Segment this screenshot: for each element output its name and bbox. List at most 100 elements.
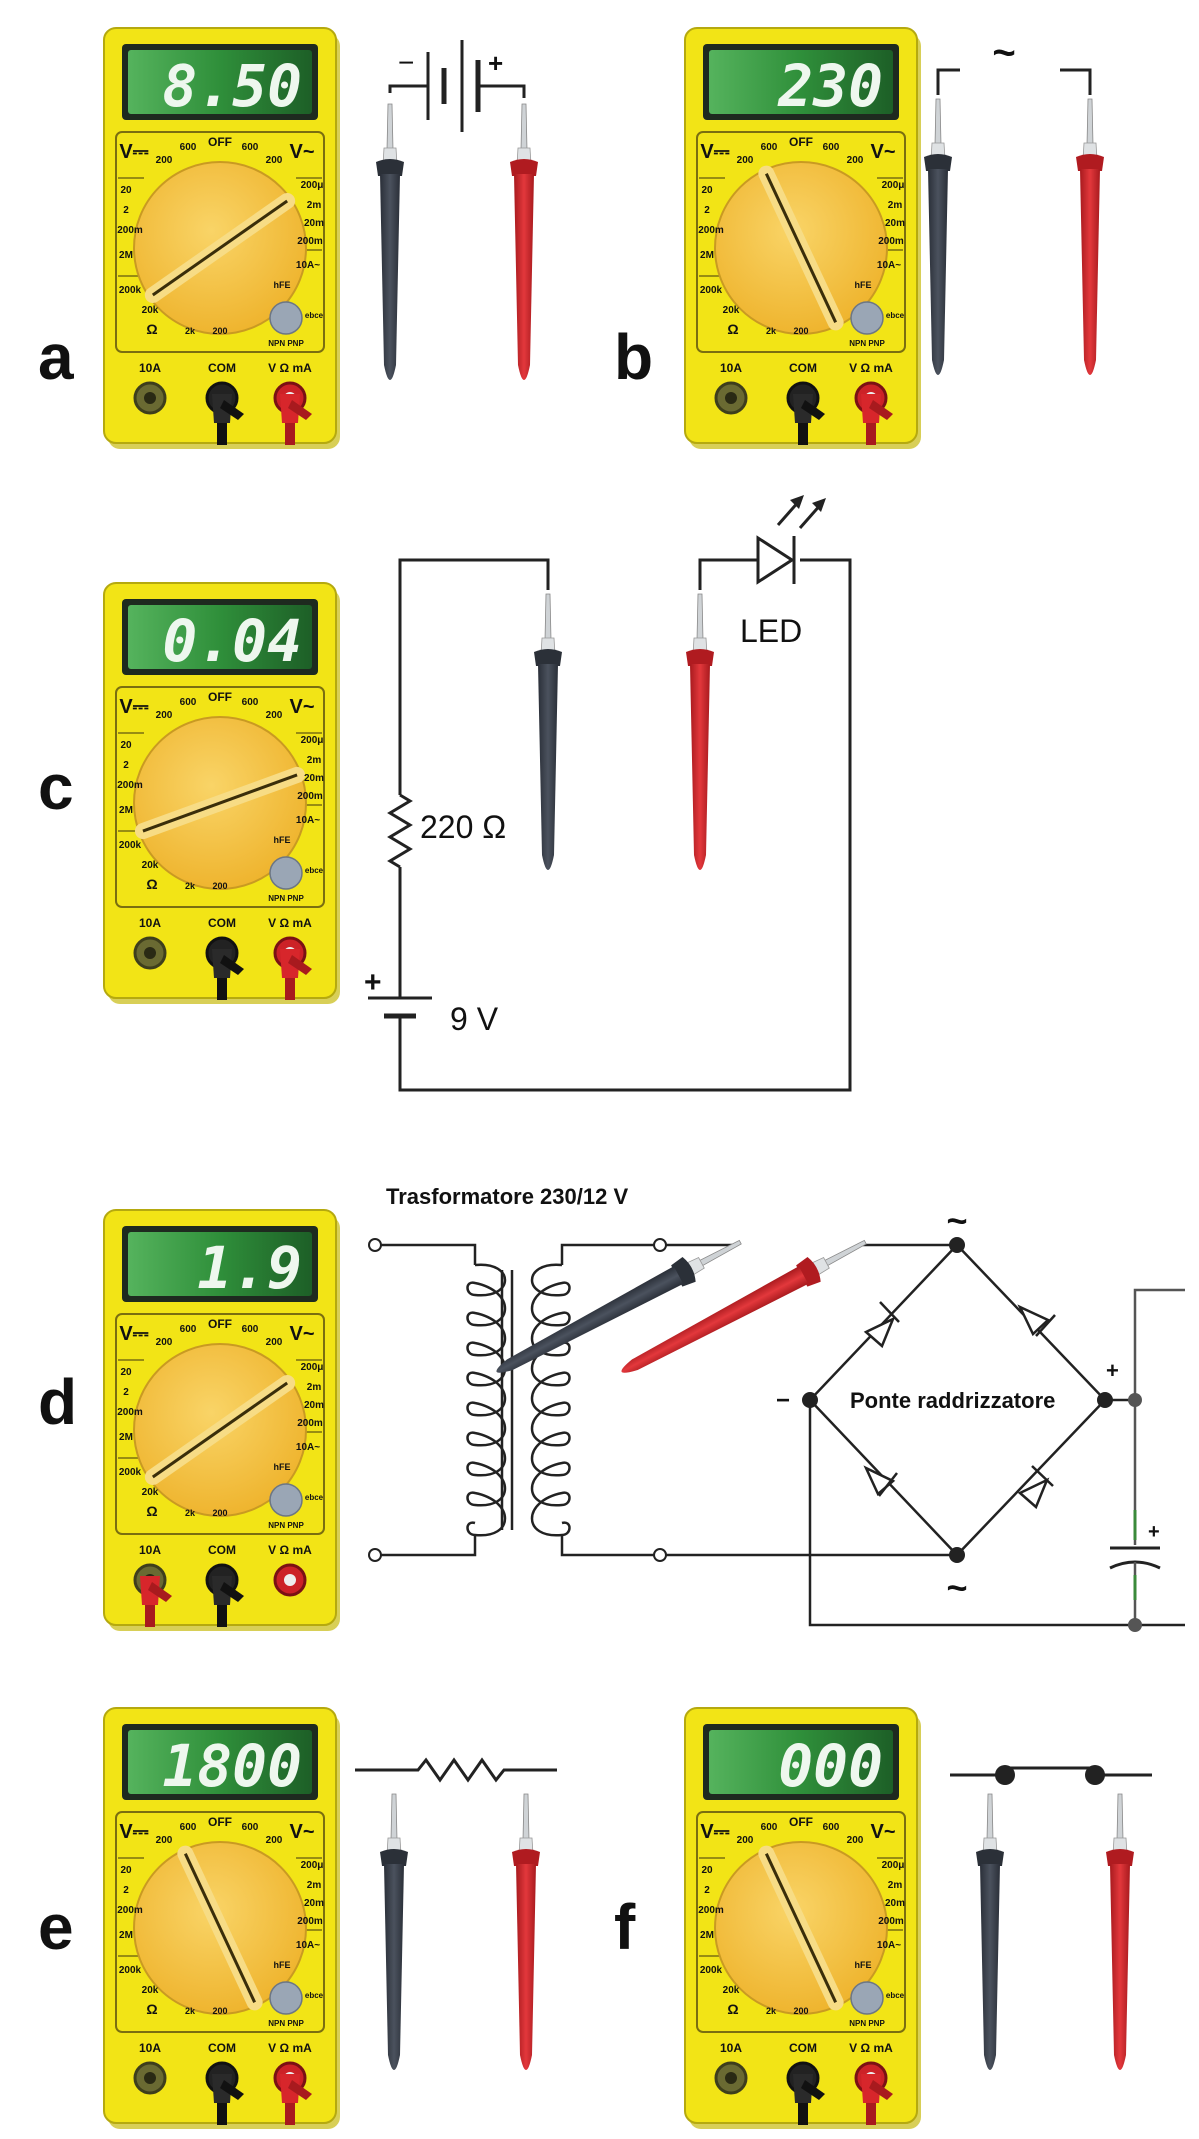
meter-label: 2 — [123, 205, 129, 216]
selector-frame — [696, 131, 906, 353]
meter-label: 2m — [307, 755, 322, 766]
battery-minus-label: − — [398, 47, 414, 78]
ohm-label: Ω — [727, 321, 738, 337]
diode — [863, 1465, 898, 1497]
meter-label: 200m — [698, 1905, 724, 1916]
meter-label: 20k — [142, 1985, 159, 1996]
meter-label: 200m — [117, 780, 143, 791]
primary-coil — [466, 1263, 507, 1537]
vdc-label: V⎓ — [119, 696, 148, 718]
lead-plug — [220, 2080, 244, 2100]
selector-frame — [696, 1811, 906, 2033]
hfe-socket[interactable] — [269, 1483, 303, 1517]
black-probe[interactable] — [379, 1793, 409, 2071]
meter-label: 200 — [266, 1337, 283, 1348]
black-probe[interactable] — [533, 593, 563, 871]
lcd-screen — [128, 50, 312, 114]
npn-pnp-label: NPN PNP — [268, 339, 304, 348]
black-probe[interactable] — [923, 98, 953, 376]
meter-label: 200m — [698, 225, 724, 236]
red-probe[interactable] — [511, 1793, 541, 2071]
hfe-socket[interactable] — [269, 856, 303, 890]
red-probe[interactable] — [1075, 98, 1105, 376]
panel-letter-d: d — [38, 1366, 78, 1438]
black-probe[interactable] — [489, 1229, 748, 1385]
meter-label: 2k — [766, 326, 777, 336]
ebce-label: ebce — [305, 311, 324, 320]
ebce-label: ebce — [886, 1991, 905, 2000]
meter-label: 2k — [185, 2006, 196, 2016]
meter-label: 200μ — [301, 1860, 324, 1871]
off-label: OFF — [208, 1317, 232, 1331]
diode — [1017, 1465, 1054, 1510]
jack-10a-label: 10A — [720, 361, 742, 375]
meter-label: 20m — [304, 218, 324, 229]
hfe-socket[interactable] — [850, 1981, 884, 2015]
vac-label: V~ — [870, 1821, 895, 1843]
battery-plus-label: + — [488, 48, 503, 78]
meter-label: 20 — [120, 185, 132, 196]
lead-plug — [288, 400, 312, 420]
meter-label: 20k — [723, 305, 740, 316]
meter-label: 10A~ — [296, 260, 320, 271]
hfe-socket[interactable] — [850, 301, 884, 335]
battery-lead-right — [478, 84, 526, 98]
wire — [398, 558, 852, 1092]
hfe-socket[interactable] — [269, 301, 303, 335]
node — [1128, 1618, 1142, 1632]
red-probe[interactable] — [509, 103, 539, 381]
bridge-minus-label: − — [776, 1387, 790, 1414]
hfe-socket[interactable] — [269, 1981, 303, 2015]
meter-label: 200 — [847, 155, 864, 166]
meter-label: 200 — [266, 710, 283, 721]
off-label: OFF — [208, 135, 232, 149]
jack-com-label: COM — [208, 361, 236, 375]
meter-label: 2m — [888, 1880, 903, 1891]
meter-label: 2 — [123, 760, 129, 771]
meter-label: 200 — [156, 155, 173, 166]
meter-label: 20 — [120, 1865, 132, 1876]
diode — [1017, 1304, 1056, 1337]
jack-v-ohm-ma-label: V Ω mA — [268, 1543, 312, 1557]
jack-v-ohm-ma-label: V Ω mA — [849, 361, 893, 375]
hfe-label: hFE — [274, 835, 291, 845]
black-probe[interactable] — [975, 1793, 1005, 2071]
lcd-screen — [128, 1730, 312, 1794]
black-probe[interactable] — [375, 103, 405, 381]
ebce-label: ebce — [886, 311, 905, 320]
jack-com-label: COM — [208, 2041, 236, 2055]
meter-label: 200 — [266, 1835, 283, 1846]
red-probe[interactable] — [1105, 1793, 1135, 2071]
meter-label: 2k — [185, 881, 196, 891]
meter-label: 200m — [297, 1916, 323, 1927]
meter-label: 200k — [119, 285, 142, 296]
meter-label: 20k — [142, 305, 159, 316]
jack-hole — [284, 1574, 296, 1586]
led-arrow-head — [812, 498, 826, 512]
jack-com-label: COM — [208, 1543, 236, 1557]
lead-plug — [220, 955, 244, 975]
meter-label: 2 — [123, 1885, 129, 1896]
meter-label: 20m — [885, 1898, 905, 1909]
meter-label: 2m — [888, 200, 903, 211]
resistor-label: 220 Ω — [420, 809, 506, 845]
battery-label: 9 V — [450, 1001, 499, 1037]
lead-cable — [798, 423, 808, 445]
lcd-display: 1800 — [162, 1732, 302, 1800]
red-probe[interactable] — [614, 1229, 873, 1385]
panel-b-circuit: ~ — [923, 31, 1105, 376]
meter-label: 600 — [180, 697, 197, 708]
meter-label: 200 — [737, 1835, 754, 1846]
meter-label: 2m — [307, 200, 322, 211]
jack-com-label: COM — [789, 2041, 817, 2055]
vdc-label: V⎓ — [119, 1821, 148, 1843]
led-arrow-head — [790, 495, 804, 509]
meter-label: 2k — [185, 1508, 196, 1518]
resistor — [355, 1757, 557, 1783]
led-label: LED — [740, 613, 802, 649]
selector-frame — [115, 131, 325, 353]
selector-divider — [118, 177, 322, 277]
red-probe[interactable] — [685, 593, 715, 871]
off-label: OFF — [208, 690, 232, 704]
